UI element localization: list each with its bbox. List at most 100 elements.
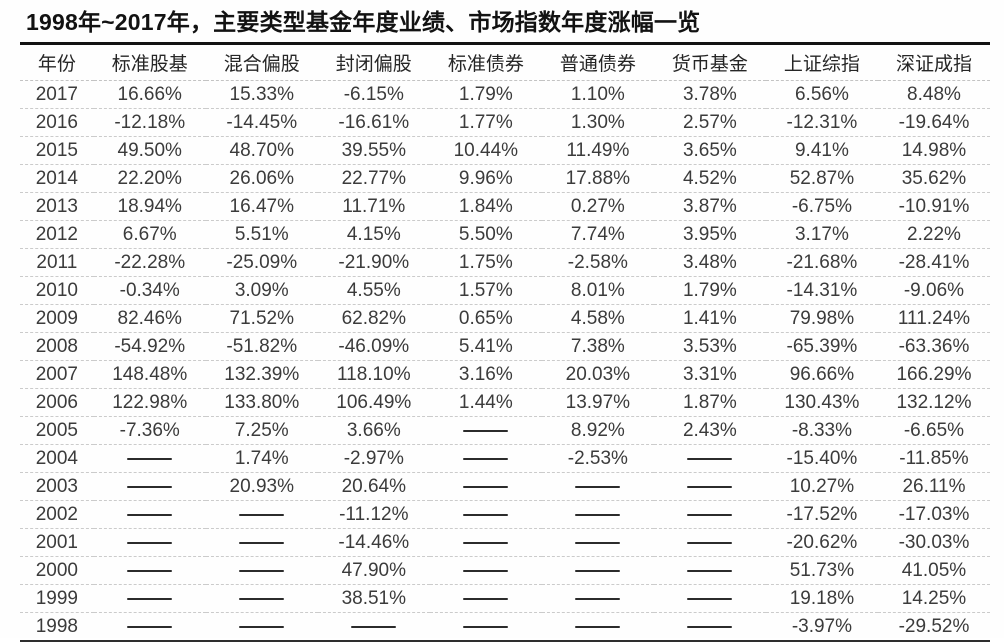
empty-value-dash — [127, 541, 173, 544]
value-cell — [542, 613, 654, 641]
value-cell: -8.33% — [765, 416, 878, 445]
value-cell — [430, 613, 542, 641]
empty-value-dash — [127, 569, 173, 572]
value-cell: 2.57% — [653, 108, 766, 137]
empty-value-dash — [687, 485, 733, 488]
value-cell: 122.98% — [93, 388, 206, 417]
value-cell — [93, 556, 206, 585]
value-cell: -12.31% — [765, 108, 878, 137]
column-header: 普通债券 — [541, 45, 654, 81]
empty-value-dash — [127, 457, 173, 460]
value-cell: -6.15% — [317, 80, 430, 109]
value-cell: 7.38% — [541, 332, 654, 361]
table-row: 1998 -3.97% -29.52% — [20, 613, 990, 641]
table-row: 2015 49.50% 48.70% 39.55% 10.44% 11.49% 3.65% 9… — [20, 136, 990, 165]
value-cell — [93, 528, 206, 557]
empty-value-dash — [575, 541, 621, 544]
value-cell: 2.22% — [877, 220, 990, 249]
value-cell: 9.41% — [765, 136, 878, 165]
value-cell: 3.48% — [653, 248, 766, 277]
year-cell: 1999 — [20, 584, 94, 613]
table-row: 2016 -12.18% -14.45% -16.61% 1.77% 1.30% 2.57%… — [20, 108, 990, 137]
value-cell: -2.58% — [541, 248, 654, 277]
value-cell: -9.06% — [877, 276, 990, 305]
table-row: 2007 148.48% 132.39% 118.10% 3.16% 20.03% 3.31… — [20, 360, 990, 389]
value-cell — [541, 528, 654, 557]
value-cell: -16.61% — [317, 108, 430, 137]
value-cell — [653, 528, 766, 557]
value-cell: -19.64% — [877, 108, 990, 137]
value-cell: 3.31% — [653, 360, 766, 389]
year-cell: 2015 — [20, 136, 94, 165]
value-cell: 51.73% — [765, 556, 878, 585]
value-cell — [541, 584, 654, 613]
year-cell: 1998 — [35, 616, 78, 637]
value-cell: 118.10% — [317, 360, 430, 389]
table-row: 2001 -14.46% -20.62% -30.03% — [20, 528, 990, 557]
value-cell — [205, 556, 318, 585]
value-cell: 132.39% — [205, 360, 318, 389]
title-block: 1998年~2017年，主要类型基金年度业绩、市场指数年度涨幅一览 — [20, 6, 990, 45]
year-cell: 2008 — [20, 332, 94, 361]
value-cell — [541, 500, 654, 529]
value-cell: -17.03% — [877, 500, 990, 529]
value-cell: 96.66% — [765, 360, 878, 389]
table-body: 2017 16.66% 15.33% -6.15% 1.79% 1.10% 3.78% 6.5… — [20, 80, 990, 641]
value-cell: 133.80% — [205, 388, 318, 417]
column-header: 标准债券 — [429, 45, 542, 81]
value-cell — [93, 500, 206, 529]
value-cell: 14.25% — [877, 584, 990, 613]
empty-value-dash — [687, 597, 733, 600]
table-row: 2003 20.93% 20.64% 10.27% 26.11% — [20, 472, 990, 501]
value-cell — [205, 584, 318, 613]
value-cell: -63.36% — [877, 332, 990, 361]
year-cell: 2017 — [20, 80, 94, 109]
value-cell — [318, 613, 430, 641]
value-cell: 1.84% — [429, 192, 542, 221]
value-cell: -12.18% — [93, 108, 206, 137]
value-cell: -14.45% — [205, 108, 318, 137]
value-cell: 38.51% — [317, 584, 430, 613]
empty-value-dash — [239, 541, 285, 544]
header-row: 年份 标准股基 混合偏股 封闭偏股 标准债券 普通债券 货币基金 上证综指 深证成指 — [20, 45, 990, 81]
value-cell — [654, 613, 766, 641]
value-cell: 1.75% — [429, 248, 542, 277]
value-cell: -21.90% — [317, 248, 430, 277]
year-cell: 2014 — [20, 164, 94, 193]
value-cell: 0.27% — [541, 192, 654, 221]
empty-value-dash — [463, 625, 509, 628]
value-cell: -29.52% — [898, 616, 970, 637]
table-row: 1999 38.51% 19.18% 14.25% — [20, 584, 990, 613]
value-cell: 8.92% — [541, 416, 654, 445]
value-cell — [429, 584, 542, 613]
empty-value-dash — [239, 597, 285, 600]
table-row: 2011 -22.28% -25.09% -21.90% 1.75% -2.58% 3.48… — [20, 248, 990, 277]
value-cell: -30.03% — [877, 528, 990, 557]
value-cell — [205, 500, 318, 529]
value-cell: 20.93% — [205, 472, 318, 501]
value-cell: 19.18% — [765, 584, 878, 613]
value-cell: 1.87% — [653, 388, 766, 417]
value-cell: 14.98% — [877, 136, 990, 165]
value-cell: -25.09% — [205, 248, 318, 277]
value-cell: 15.33% — [205, 80, 318, 109]
value-cell: 62.82% — [317, 304, 430, 333]
empty-value-dash — [127, 625, 173, 628]
value-cell: 3.66% — [317, 416, 430, 445]
table-row: 2004 1.74% -2.97% -2.53% -15.40% -11.85% — [20, 444, 990, 473]
year-cell: 2016 — [20, 108, 94, 137]
column-header: 标准股基 — [93, 45, 206, 81]
value-cell: 5.41% — [429, 332, 542, 361]
empty-value-dash — [575, 569, 621, 572]
value-cell: 35.62% — [877, 164, 990, 193]
table-row: 2014 22.20% 26.06% 22.77% 9.96% 17.88% 4.52% 52… — [20, 164, 990, 193]
value-cell: -6.75% — [765, 192, 878, 221]
empty-value-dash — [239, 625, 285, 628]
value-cell: 2.43% — [653, 416, 766, 445]
empty-value-dash — [463, 485, 509, 488]
page-title: 1998年~2017年，主要类型基金年度业绩、市场指数年度涨幅一览 — [26, 9, 701, 35]
value-cell: 111.24% — [877, 304, 990, 333]
year-cell: 2013 — [20, 192, 94, 221]
value-cell: 16.47% — [205, 192, 318, 221]
value-cell: 7.74% — [541, 220, 654, 249]
